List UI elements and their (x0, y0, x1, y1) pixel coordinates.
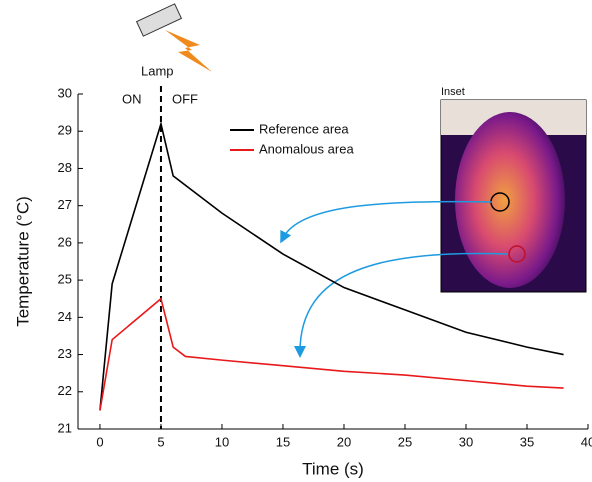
x-tick-label: 15 (276, 434, 290, 449)
y-axis-label: Temperature (°C) (13, 196, 32, 327)
legend-label: Anomalous area (259, 141, 354, 156)
y-tick-label: 29 (58, 123, 72, 138)
y-tick-label: 21 (58, 420, 72, 435)
y-tick-label: 24 (58, 309, 72, 324)
y-tick-label: 26 (58, 234, 72, 249)
x-tick-label: 35 (520, 434, 534, 449)
y-tick-label: 22 (58, 383, 72, 398)
x-axis-label: Time (s) (302, 459, 364, 478)
y-tick-label: 30 (58, 85, 72, 100)
lamp-icon (135, 3, 212, 72)
lamp-label: Lamp (141, 63, 174, 78)
y-tick-label: 27 (58, 197, 72, 212)
y-tick-label: 25 (58, 272, 72, 287)
inset-label: Inset (441, 86, 465, 98)
on-label: ON (122, 91, 142, 106)
y-tick-label: 28 (58, 160, 72, 175)
x-tick-label: 20 (337, 434, 351, 449)
x-tick-label: 25 (398, 434, 412, 449)
inset (440, 99, 587, 293)
arrows (280, 200, 509, 358)
x-tick-label: 30 (459, 434, 473, 449)
y-tick-label: 23 (58, 346, 72, 361)
x-tick-label: 5 (157, 434, 164, 449)
x-tick-label: 40 (581, 434, 592, 449)
x-tick-label: 0 (96, 434, 103, 449)
line (99, 120, 564, 411)
legend-label: Reference area (259, 121, 349, 136)
off-label: OFF (172, 91, 198, 106)
x-tick-label: 10 (215, 434, 229, 449)
line (99, 297, 564, 411)
